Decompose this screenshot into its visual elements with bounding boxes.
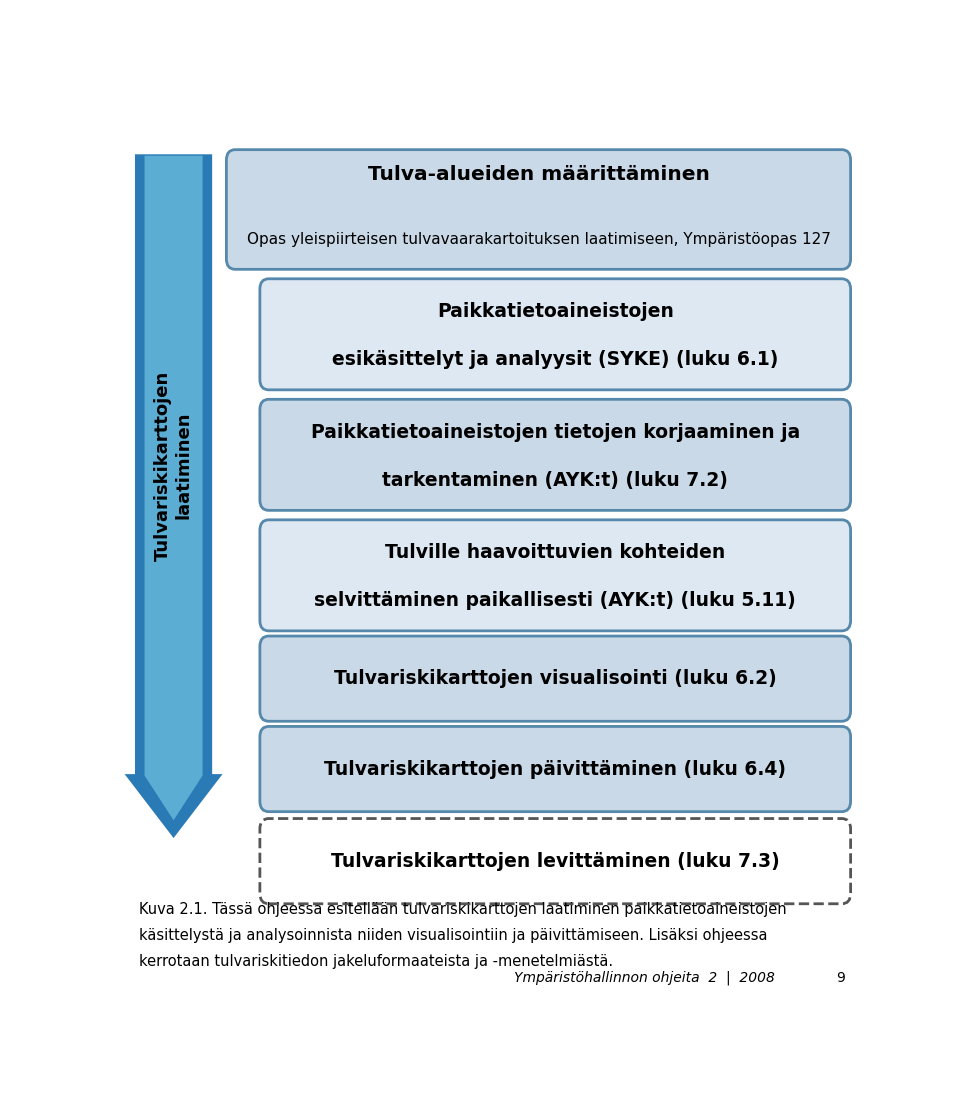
FancyBboxPatch shape — [260, 278, 851, 390]
FancyBboxPatch shape — [260, 520, 851, 631]
Text: Tulvariskikarttojen levittäminen (luku 7.3): Tulvariskikarttojen levittäminen (luku 7… — [331, 852, 780, 871]
Text: Tulvariskikarttojen
laatiminen: Tulvariskikarttojen laatiminen — [155, 370, 193, 561]
FancyBboxPatch shape — [260, 727, 851, 812]
Text: Paikkatietoaineistojen tietojen korjaaminen ja: Paikkatietoaineistojen tietojen korjaami… — [311, 423, 800, 442]
Polygon shape — [145, 155, 203, 821]
Text: Paikkatietoaineistojen: Paikkatietoaineistojen — [437, 302, 674, 321]
Text: kerrotaan tulvariskitiedon jakeluformaateista ja -menetelmiästä.: kerrotaan tulvariskitiedon jakeluformaat… — [138, 954, 612, 968]
Text: tarkentaminen (AYK:t) (luku 7.2): tarkentaminen (AYK:t) (luku 7.2) — [382, 471, 729, 490]
Text: käsittelystä ja analysoinnista niiden visualisointiin ja päivittämiseen. Lisäksi: käsittelystä ja analysoinnista niiden vi… — [138, 928, 767, 942]
FancyBboxPatch shape — [260, 818, 851, 903]
Text: Tulville haavoittuvien kohteiden: Tulville haavoittuvien kohteiden — [385, 543, 726, 562]
Text: 9: 9 — [836, 970, 846, 985]
Text: Ympäristöhallinnon ohjeita  2  |  2008: Ympäristöhallinnon ohjeita 2 | 2008 — [514, 970, 775, 985]
Text: esikäsittelyt ja analyysit (SYKE) (luku 6.1): esikäsittelyt ja analyysit (SYKE) (luku … — [332, 350, 779, 369]
Text: selvittäminen paikallisesti (AYK:t) (luku 5.11): selvittäminen paikallisesti (AYK:t) (luk… — [314, 591, 796, 610]
Text: Tulvariskikarttojen päivittäminen (luku 6.4): Tulvariskikarttojen päivittäminen (luku … — [324, 759, 786, 778]
Polygon shape — [128, 155, 220, 836]
FancyBboxPatch shape — [260, 399, 851, 510]
FancyBboxPatch shape — [260, 636, 851, 721]
Text: Tulvariskikarttojen visualisointi (luku 6.2): Tulvariskikarttojen visualisointi (luku … — [334, 670, 777, 689]
Text: Opas yleispiirteisen tulvavaarakartoituksen laatimiseen, Ympäristöopas 127: Opas yleispiirteisen tulvavaarakartoituk… — [247, 231, 830, 247]
FancyBboxPatch shape — [227, 150, 851, 269]
Text: Tulva-alueiden määrittäminen: Tulva-alueiden määrittäminen — [368, 165, 709, 184]
Text: Kuva 2.1. Tässä ohjeessa esitellään tulvariskikarttojen laatiminen paikkatietoai: Kuva 2.1. Tässä ohjeessa esitellään tulv… — [138, 902, 786, 917]
